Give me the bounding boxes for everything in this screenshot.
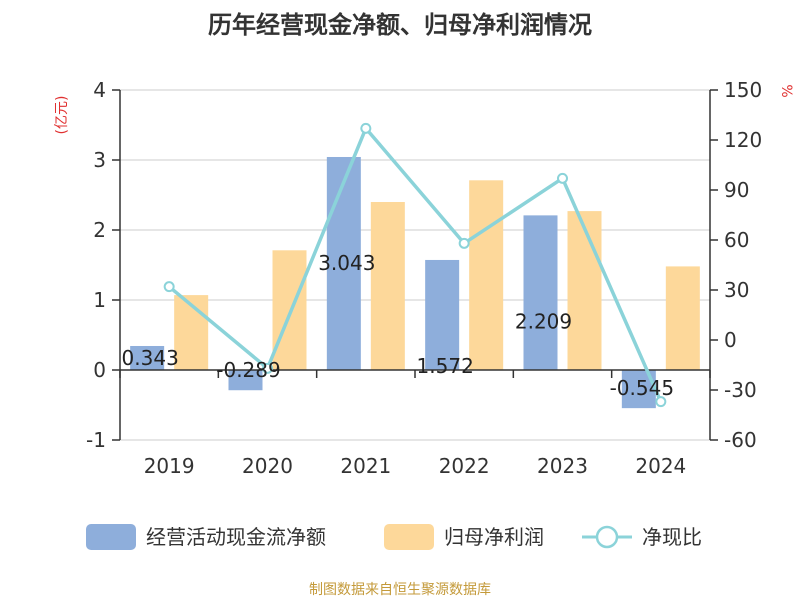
x-tick-label: 2019	[144, 454, 195, 478]
legend-swatch	[384, 524, 434, 550]
right-tick-label: 0	[724, 328, 737, 352]
ratio-point	[163, 281, 175, 293]
ratio-point	[360, 122, 372, 134]
source-note: 制图数据来自恒生聚源数据库	[309, 582, 491, 598]
x-tick-label: 2022	[439, 454, 490, 478]
ratio-line-path	[168, 126, 663, 403]
right-tick-label: 150	[724, 78, 762, 102]
left-tick-label: 1	[93, 288, 106, 312]
x-tick-label: 2021	[340, 454, 391, 478]
ratio-point	[458, 237, 470, 249]
cashflow-data-label: 3.043	[318, 251, 375, 275]
ratio-point	[557, 172, 568, 184]
cashflow-data-label: -0.289	[216, 358, 280, 382]
legend-label: 经营活动现金流净额	[146, 525, 326, 549]
cashflow-bar	[130, 345, 165, 370]
ratio-point	[262, 362, 273, 374]
right-tick-label: -30	[724, 378, 757, 402]
right-tick-label: 90	[724, 178, 749, 202]
cashflow-bar	[425, 259, 460, 370]
legend-label: 净现比	[642, 525, 702, 549]
axes	[112, 89, 718, 441]
left-tick-label: -1	[86, 428, 106, 452]
cashflow-bar	[523, 215, 558, 370]
left-tick-label: 4	[93, 78, 106, 102]
right-tick-label: -60	[724, 428, 757, 452]
cashflow-data-label: -0.545	[610, 376, 674, 400]
tick-labels: -1 0 1 2 3 4 -60 -30 0 30 60 90 120 150 2019 2020 2021 20…	[86, 78, 762, 478]
cashflow-bar	[326, 156, 361, 370]
cashflow-bar	[228, 370, 263, 391]
left-tick-label: 3	[93, 148, 106, 172]
chart-title: 历年经营现金净额、归母净利润情况	[208, 11, 592, 39]
x-tick-label: 2024	[635, 454, 686, 478]
net-profit-bar	[174, 295, 209, 370]
cashflow-data-label: 2.209	[515, 309, 572, 333]
right-tick-label: 30	[724, 278, 749, 302]
net-profit-bar	[469, 180, 504, 370]
legend-swatch	[86, 524, 136, 550]
net-profit-bar	[665, 266, 700, 370]
cashflow-data-label: 0.343	[122, 346, 179, 370]
net-profit-bar	[370, 202, 405, 370]
legend-label: 归母净利润	[444, 525, 544, 549]
bars	[130, 156, 700, 409]
right-axis-unit: %	[778, 84, 794, 97]
left-tick-label: 0	[93, 358, 106, 382]
right-tick-label: 120	[724, 128, 762, 152]
legend: 经营活动现金流净额 归母净利润 净现比	[86, 524, 702, 550]
data-labels: 0.343 -0.289 3.043 1.572 2.209 -0.545	[122, 251, 675, 400]
left-axis-unit: (亿元)	[54, 96, 70, 135]
net-profit-bar	[567, 211, 602, 370]
legend-marker	[595, 525, 619, 549]
left-tick-label: 2	[93, 218, 106, 242]
x-tick-label: 2020	[242, 454, 293, 478]
cashflow-data-label: 1.572	[417, 354, 474, 378]
ratio-point	[655, 396, 667, 408]
ratio-line	[163, 122, 667, 408]
right-tick-label: 60	[724, 228, 749, 252]
x-tick-label: 2023	[537, 454, 588, 478]
